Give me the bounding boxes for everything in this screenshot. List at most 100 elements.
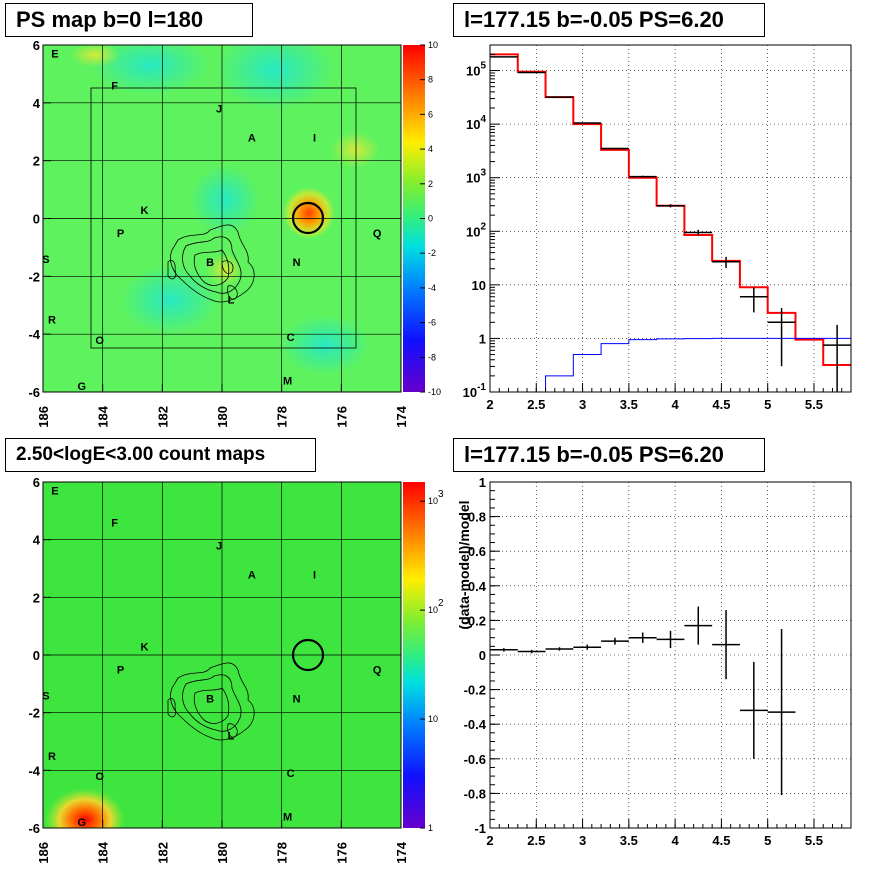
- spectrum-title: l=177.15 b=-0.05 PS=6.20: [453, 3, 765, 37]
- labels3-source-label-I: I: [313, 569, 316, 581]
- ps-map-y-tick-label--6: -6: [28, 385, 40, 400]
- ps-map-roi-box: [90, 87, 357, 349]
- ps-map-y-tick-label-6: 6: [33, 38, 40, 53]
- count-map-x-tick-label-182: 182: [155, 842, 170, 864]
- ps-map-axis-ticks: 186 184 182 180 178 176 174 6 4 2 0 -2 -4 -6: [28, 38, 409, 428]
- ps-map-y-tick-label-4: 4: [33, 96, 41, 111]
- labels1-source-label-Q: Q: [373, 228, 382, 240]
- spectrum-x-tick-label-2: 2: [486, 397, 493, 412]
- ps-map-source-labels: E F J A I K P Q S B N L R O C M G: [42, 49, 382, 394]
- ps-map-colorbar: [403, 45, 425, 392]
- residual-x-tick-label-5.5: 5.5: [805, 833, 823, 848]
- labels3-source-label-G: G: [78, 817, 87, 829]
- labels3-source-label-C: C: [287, 768, 295, 780]
- labels1-source-label-A: A: [248, 133, 256, 145]
- count-map-gridlines: [43, 482, 401, 828]
- count-map-colorbar-label-10: 10: [428, 714, 438, 724]
- residual-x-tick-label-3: 3: [579, 833, 586, 848]
- count-map-colorbar-label-10^3: 103: [428, 489, 444, 506]
- labels3-source-label-N: N: [293, 693, 301, 705]
- residual-x-tick-label-2.5: 2.5: [527, 833, 545, 848]
- count-map-y-tick-label-4: 4: [33, 533, 41, 548]
- residual-y-tick-label-0.4: 0.4: [468, 579, 487, 594]
- ps-map-source-circle: [291, 201, 325, 235]
- labels1-source-label-G: G: [78, 381, 87, 393]
- ps-map-yellow-region-3: [207, 254, 243, 286]
- labels3-source-label-P: P: [117, 664, 124, 676]
- spectrum-panel: 2 2.5 3 3.5 4 4.5 5 5.5 10-1 1 10 102 103 104 105: [463, 44, 852, 412]
- ps-map-colorbar-label--8: -8: [428, 352, 436, 362]
- ps-map-x-tick-label-182: 182: [155, 406, 170, 428]
- labels3-source-label-O: O: [95, 771, 104, 783]
- labels3-source-label-B: B: [206, 693, 214, 705]
- count-map-y-tick-label-2: 2: [33, 590, 40, 605]
- ps-map-x-tick-label-184: 184: [96, 405, 111, 427]
- count-map-colorbar: [403, 482, 425, 828]
- ps-map-cyan-region-3: [120, 265, 220, 335]
- labels3-source-label-L: L: [228, 731, 235, 743]
- spectrum-y-tick-label-10^3: 103: [466, 168, 486, 186]
- ps-map-colorbar-label-0: 0: [428, 214, 433, 224]
- labels1-source-label-I: I: [313, 133, 316, 145]
- spectrum-axis-ticks: 2 2.5 3 3.5 4 4.5 5 5.5 10-1 1 10 102 103 104 105: [463, 44, 852, 412]
- labels3-source-label-A: A: [248, 569, 256, 581]
- labels3-source-label-R: R: [48, 751, 56, 763]
- count-map-snr-contours: [167, 662, 255, 741]
- residual-y-tick-label-0.8: 0.8: [468, 510, 486, 525]
- spectrum-x-tick-label-3.5: 3.5: [620, 397, 638, 412]
- spectrum-x-tick-label-5: 5: [764, 397, 771, 412]
- ps-map-colorbar-label--10: -10: [428, 387, 441, 397]
- count-map-y-tick-label--6: -6: [28, 821, 40, 836]
- residual-panel: 2 2.5 3 3.5 4 4.5 5 5.5 1 0.8 0.6 0.4 0.2 0 -0.2 -0.4 -0…: [456, 475, 852, 848]
- residual-y-tick-label--1: -1: [474, 821, 486, 836]
- ps-map-title: PS map b=0 l=180: [5, 3, 253, 37]
- spectrum-title-text: l=177.15 b=-0.05 PS=6.20: [464, 7, 724, 32]
- residual-ylabel: (data-model)/model: [456, 500, 472, 629]
- ps-map-cyan-region-2: [215, 45, 335, 110]
- ps-map-yellow-region-2: [70, 45, 120, 67]
- labels3-source-label-M: M: [283, 811, 292, 823]
- residual-grid: [489, 481, 851, 829]
- ps-map-colorbar-label--6: -6: [428, 318, 436, 328]
- labels3-source-label-K: K: [140, 641, 148, 653]
- count-map-y-tick-label--2: -2: [28, 706, 40, 721]
- ps-map-gridlines: [43, 45, 401, 392]
- ps-map-cyan-region-4: [280, 315, 370, 375]
- labels1-source-label-F: F: [111, 80, 118, 92]
- ps-map-x-tick-label-178: 178: [275, 406, 290, 428]
- count-map-source-labels: E F J A I K P Q S B N L R O C M G: [42, 486, 382, 830]
- ps-map-y-tick-label--4: -4: [28, 327, 40, 342]
- count-map-hotspot: [45, 788, 125, 828]
- residual-y-tick-label-0.6: 0.6: [468, 544, 486, 559]
- labels1-source-label-L: L: [228, 294, 235, 306]
- spectrum-y-tick-label-10^-1: 10-1: [463, 382, 487, 400]
- ps-map-colorbar-label-10: 10: [428, 40, 438, 50]
- labels1-source-label-P: P: [117, 228, 124, 240]
- spectrum-y-tick-label-10^2: 102: [466, 221, 486, 239]
- residual-y-tick-label--0.8: -0.8: [464, 786, 486, 801]
- spectrum-background-model-line: [517, 337, 851, 393]
- residual-x-tick-label-5: 5: [764, 833, 771, 848]
- residual-axis-ticks: 2 2.5 3 3.5 4 4.5 5 5.5 1 0.8 0.6 0.4 0.2 0 -0.2 -0.4 -0…: [464, 475, 852, 848]
- ps-map-cyan-region-5: [190, 165, 260, 235]
- count-map-x-tick-label-184: 184: [96, 841, 111, 863]
- labels3-source-label-Q: Q: [373, 664, 382, 676]
- spectrum-x-tick-label-2.5: 2.5: [527, 397, 545, 412]
- count-map-x-tick-label-174: 174: [394, 841, 409, 863]
- ps-map-colorbar-ticks: 10 8 6 4 2 0 -2 -4 -6 -8 -10: [420, 40, 441, 397]
- labels1-source-label-M: M: [283, 375, 292, 387]
- ps-map-x-tick-label-186: 186: [36, 406, 51, 428]
- residual-points: [490, 606, 796, 796]
- count-map-y-tick-label-6: 6: [33, 475, 40, 490]
- spectrum-y-tick-label-1: 1: [479, 331, 486, 346]
- count-map-title: 2.50<logE<3.00 count maps: [5, 438, 316, 472]
- labels3-source-label-E: E: [51, 486, 58, 498]
- ps-map-x-tick-label-180: 180: [215, 406, 230, 428]
- ps-map-colorbar-label-6: 6: [428, 109, 433, 119]
- ps-map-yellow-region-1: [330, 132, 380, 168]
- count-map-colorbar-label-10^2: 102: [428, 598, 444, 615]
- labels1-source-label-O: O: [95, 335, 104, 347]
- ps-map-y-tick-label-2: 2: [33, 154, 40, 169]
- ps-map-y-tick-label--2: -2: [28, 269, 40, 284]
